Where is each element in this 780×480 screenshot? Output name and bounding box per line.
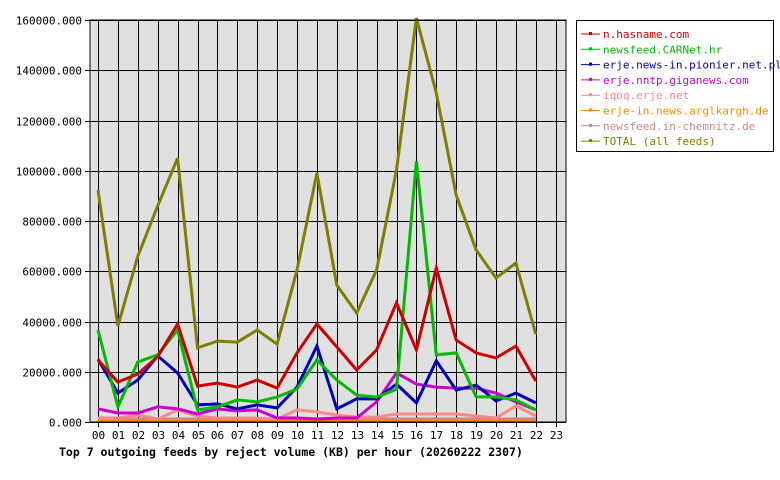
series-line-n-hasname-com	[96, 262, 538, 390]
legend-marker	[589, 62, 592, 66]
legend-label: n.hasname.com	[603, 28, 689, 41]
y-axis: 0.000 20000.000 40000.000 60000.000 80000.00…	[16, 15, 90, 430]
x-tick-label: 16	[410, 429, 423, 442]
y-tick-label: 20000.000	[22, 367, 82, 380]
legend-box	[576, 20, 774, 152]
x-tick-label: 22	[530, 429, 543, 442]
legend-label: newsfeed.in-chemnitz.de	[603, 120, 755, 133]
x-tick-label: 20	[490, 429, 503, 442]
legend-label: erje-in.news.arglkargh.de	[603, 105, 769, 118]
x-tick-label: 23	[550, 429, 563, 442]
legend-label: TOTAL (all feeds)	[603, 135, 716, 148]
y-tick-label: 80000.000	[22, 216, 82, 229]
legend-marker	[589, 32, 592, 35]
x-tick-label: 11	[311, 429, 324, 442]
x-tick-label: 17	[430, 429, 443, 442]
legend-label: erje.news-in.pionier.net.pl	[603, 59, 780, 72]
y-tick-label: 100000.000	[16, 166, 82, 179]
x-tick-label: 09	[271, 429, 284, 442]
x-tick-label: 10	[291, 429, 304, 442]
legend-marker	[589, 108, 592, 112]
legend: n.hasname.com newsfeed.CARNet.hr erje.news…	[576, 20, 780, 152]
x-tick-label: 04	[172, 429, 186, 442]
x-tick-label: 14	[371, 429, 385, 442]
x-tick-label: 07	[231, 429, 244, 442]
x-tick-label: 19	[470, 429, 483, 442]
x-tick-label: 00	[92, 429, 105, 442]
x-tick-label: 02	[132, 429, 145, 442]
chart-title: Top 7 outgoing feeds by reject volume (K…	[59, 445, 523, 459]
series-line-total-all-feeds-	[96, 17, 538, 350]
series-line-erje-news-in-pionier-net-pl	[96, 342, 537, 412]
y-tick-label: 140000.000	[16, 65, 82, 78]
legend-marker	[589, 93, 592, 97]
plot-frame	[89, 19, 567, 423]
legend-label: newsfeed.CARNet.hr	[603, 43, 723, 56]
y-tick-label: 60000.000	[22, 266, 82, 279]
series-line-newsfeed-carnet-hr	[96, 160, 537, 412]
y-tick-label: 0.000	[49, 417, 82, 430]
x-axis: 00 01 02 03 04 05 06 07 08 09 10 11 12 13 14 15 16 17 18 19…	[92, 422, 563, 442]
x-tick-label: 12	[331, 429, 344, 442]
x-tick-label: 13	[351, 429, 364, 442]
x-tick-label: 15	[391, 429, 404, 442]
legend-marker	[589, 139, 592, 143]
y-tick-label: 160000.000	[16, 15, 82, 28]
y-tick-label: 120000.000	[16, 116, 82, 129]
x-tick-label: 21	[510, 429, 523, 442]
series-line-iqoq-erje-net	[98, 404, 537, 421]
legend-marker	[589, 123, 592, 127]
data-series	[96, 17, 538, 423]
legend-marker	[589, 77, 592, 81]
x-tick-label: 06	[211, 429, 224, 442]
legend-marker	[589, 47, 592, 51]
y-tick-label: 40000.000	[22, 317, 82, 330]
x-tick-label: 05	[192, 429, 205, 442]
x-tick-label: 03	[152, 429, 165, 442]
x-tick-label: 01	[112, 429, 125, 442]
legend-label: erje.nntp.giganews.com	[603, 74, 749, 87]
legend-label: iqoq.erje.net	[603, 89, 689, 102]
x-tick-label: 08	[251, 429, 264, 442]
x-tick-label: 18	[450, 429, 463, 442]
